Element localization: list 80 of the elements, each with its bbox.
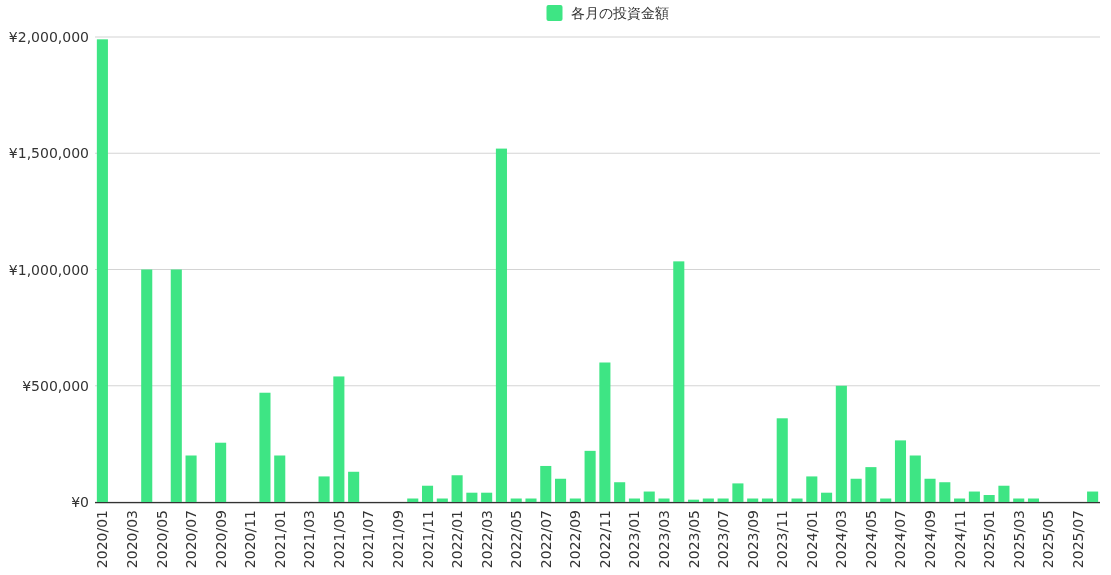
x-tick-label: 2023/01 xyxy=(626,510,643,569)
bar xyxy=(894,440,907,502)
bar xyxy=(924,478,936,502)
y-tick-label: ¥0 xyxy=(71,494,89,510)
bar xyxy=(614,482,626,502)
bar xyxy=(348,471,360,502)
bar xyxy=(865,467,877,502)
bar xyxy=(599,362,611,502)
bar xyxy=(821,492,833,502)
x-tick-label: 2023/09 xyxy=(744,510,761,569)
bar xyxy=(939,482,951,502)
y-tick-label: ¥2,000,000 xyxy=(8,29,89,45)
x-tick-label: 2021/05 xyxy=(330,510,347,569)
bar xyxy=(806,476,818,502)
legend-label: 各月の投資金額 xyxy=(570,5,669,21)
bar xyxy=(333,376,345,502)
y-tick-label: ¥500,000 xyxy=(22,377,89,394)
bar xyxy=(909,455,921,502)
x-tick-label: 2023/03 xyxy=(656,510,673,569)
x-tick-label: 2020/11 xyxy=(242,510,259,569)
x-tick-label: 2022/03 xyxy=(478,510,495,569)
bar xyxy=(1087,491,1099,502)
x-tick-label: 2022/09 xyxy=(567,510,584,569)
x-tick-label: 2022/11 xyxy=(596,510,613,569)
x-tick-label: 2024/07 xyxy=(892,510,909,569)
x-tick-label: 2020/07 xyxy=(183,510,200,569)
bar xyxy=(555,478,567,502)
x-tick-label: 2025/07 xyxy=(1069,510,1086,569)
x-tick-label: 2022/01 xyxy=(449,510,466,569)
bar xyxy=(141,269,153,502)
bar xyxy=(732,483,744,502)
x-tick-label: 2020/03 xyxy=(123,510,140,569)
bar xyxy=(850,478,862,502)
x-tick-label: 2023/05 xyxy=(685,510,702,569)
x-tick-label: 2020/01 xyxy=(94,510,111,569)
x-tick-label: 2024/01 xyxy=(803,510,820,569)
x-tick-label: 2020/09 xyxy=(212,510,229,569)
bar xyxy=(215,442,227,502)
x-tick-label: 2024/11 xyxy=(951,510,968,569)
x-tick-label: 2024/09 xyxy=(922,510,939,569)
bar xyxy=(673,261,685,502)
bar xyxy=(96,39,108,502)
bar xyxy=(466,492,478,502)
bar xyxy=(584,450,596,502)
bar xyxy=(421,485,434,502)
bar xyxy=(318,476,330,502)
bar xyxy=(776,418,788,502)
bar xyxy=(835,385,847,502)
bar xyxy=(274,455,286,502)
x-tick-label: 2021/09 xyxy=(389,510,406,569)
y-tick-label: ¥1,000,000 xyxy=(8,261,89,278)
bar xyxy=(983,495,995,502)
x-tick-label: 2023/07 xyxy=(715,510,732,569)
x-tick-label: 2025/05 xyxy=(1040,510,1057,569)
x-tick-label: 2024/05 xyxy=(862,510,879,569)
x-tick-label: 2025/01 xyxy=(981,510,998,569)
x-tick-label: 2021/01 xyxy=(271,510,288,569)
x-tick-label: 2021/07 xyxy=(360,510,377,569)
x-tick-label: 2021/11 xyxy=(419,510,436,569)
bar xyxy=(643,491,655,502)
bar xyxy=(259,392,271,502)
x-tick-label: 2020/05 xyxy=(153,510,170,569)
x-tick-label: 2022/05 xyxy=(508,510,525,569)
bar xyxy=(791,498,803,502)
bar xyxy=(170,269,182,502)
x-tick-label: 2023/11 xyxy=(774,510,791,569)
x-tick-label: 2024/03 xyxy=(833,510,850,569)
x-tick-label: 2025/03 xyxy=(1010,510,1027,569)
x-tick-label: 2022/07 xyxy=(537,510,554,569)
bar xyxy=(185,455,197,502)
bar xyxy=(495,148,507,502)
bar xyxy=(658,498,670,502)
bar xyxy=(451,475,463,502)
bar xyxy=(998,485,1010,502)
x-tick-label: 2021/03 xyxy=(301,510,318,569)
bar xyxy=(481,492,493,502)
bar xyxy=(968,491,980,502)
bar xyxy=(525,498,537,502)
bar xyxy=(540,465,552,502)
y-tick-label: ¥1,500,000 xyxy=(8,145,89,162)
